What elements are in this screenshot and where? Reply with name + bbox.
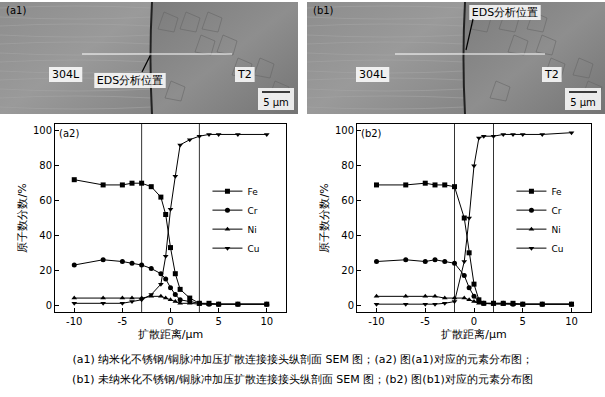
svg-text:304L: 304L — [359, 68, 387, 81]
svg-text:T2: T2 — [544, 68, 559, 81]
svg-text:60: 60 — [341, 195, 354, 206]
svg-text:80: 80 — [341, 160, 354, 171]
svg-text:Cr: Cr — [247, 206, 257, 216]
svg-text:10: 10 — [260, 316, 273, 327]
svg-text:Cr: Cr — [551, 206, 561, 216]
svg-text:304L: 304L — [52, 68, 80, 81]
svg-text:-5: -5 — [420, 316, 430, 327]
svg-text:Fe: Fe — [551, 187, 562, 197]
svg-text:10: 10 — [565, 316, 578, 327]
svg-text:-5: -5 — [117, 316, 127, 327]
svg-text:EDS分析位置: EDS分析位置 — [472, 6, 538, 19]
svg-text:(a1): (a1) — [6, 5, 26, 16]
svg-text:5 μm: 5 μm — [263, 97, 289, 108]
svg-text:Ni: Ni — [247, 225, 256, 235]
svg-text:5: 5 — [215, 316, 221, 327]
svg-text:60: 60 — [39, 195, 52, 206]
svg-text:EDS分析位置: EDS分析位置 — [97, 74, 163, 87]
svg-text:100: 100 — [335, 125, 354, 136]
svg-text:原子数分数/%: 原子数分数/% — [318, 183, 331, 252]
svg-text:(a2): (a2) — [59, 128, 79, 139]
svg-text:Cu: Cu — [247, 244, 259, 254]
svg-text:0: 0 — [348, 300, 354, 311]
svg-text:100: 100 — [33, 125, 52, 136]
svg-text:20: 20 — [341, 265, 354, 276]
svg-text:5 μm: 5 μm — [570, 97, 596, 108]
svg-text:(b1): (b1) — [313, 5, 334, 16]
svg-text:T2: T2 — [237, 68, 252, 81]
svg-text:5: 5 — [520, 316, 526, 327]
svg-text:40: 40 — [341, 230, 354, 241]
svg-text:Cu: Cu — [551, 244, 563, 254]
svg-text:(b2): (b2) — [361, 128, 382, 139]
svg-text:0: 0 — [167, 316, 173, 327]
svg-text:-10: -10 — [66, 316, 82, 327]
svg-text:扩散距离/μm: 扩散距离/μm — [138, 328, 203, 341]
svg-text:80: 80 — [39, 160, 52, 171]
svg-text:原子数分数/%: 原子数分数/% — [16, 183, 29, 252]
svg-text:0: 0 — [46, 300, 52, 311]
svg-text:-10: -10 — [368, 316, 384, 327]
svg-text:扩散距离/μm: 扩散距离/μm — [441, 328, 506, 341]
svg-text:0: 0 — [471, 316, 477, 327]
svg-text:20: 20 — [39, 265, 52, 276]
html-text:(a1) 纳米化不锈钢/铜脉冲加压扩散连接接头纵剖面 SEM: (a1) 纳米化不锈钢/铜脉冲加压扩散连接接头纵剖面 SEM 图；(a2) 图(… — [72, 353, 533, 366]
svg-text:40: 40 — [39, 230, 52, 241]
html-text:(b1) 未纳米化不锈钢/铜脉冲加压扩散连接接头纵剖面 SE: (b1) 未纳米化不锈钢/铜脉冲加压扩散连接接头纵剖面 SEM 图；(b2) 图… — [72, 373, 533, 386]
svg-text:Fe: Fe — [247, 187, 258, 197]
svg-text:Ni: Ni — [551, 225, 560, 235]
